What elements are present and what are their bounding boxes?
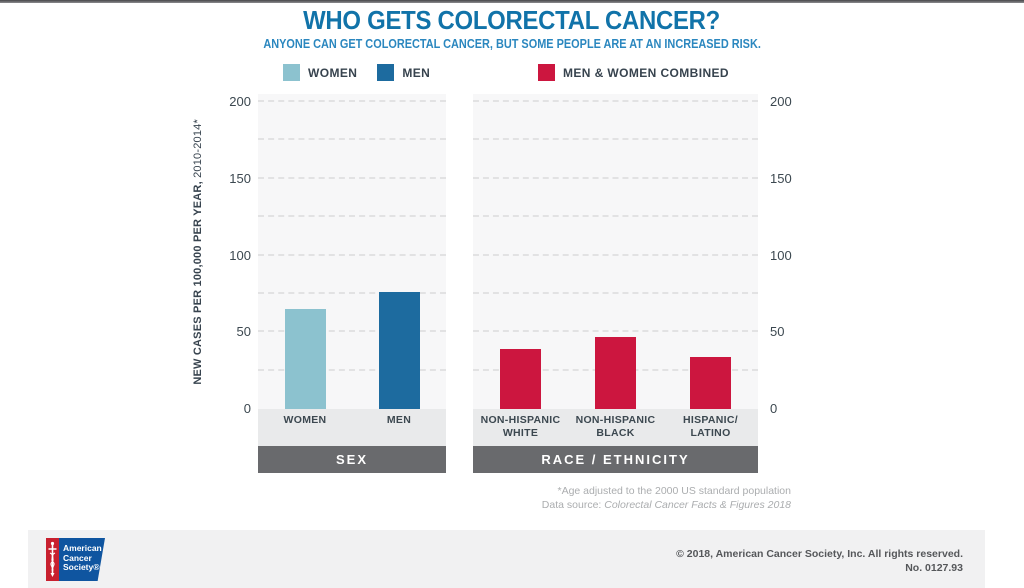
y-tick-0: 0 [243, 401, 251, 416]
panel-footer-sex: SEX [258, 446, 446, 473]
bar-non-hispanic-black [595, 336, 636, 409]
page-title-text: WHO GETS COLORECTAL CANCER? [303, 5, 721, 35]
page-title: WHO GETS COLORECTAL CANCER? [0, 5, 1024, 36]
y-axis-ticks-left: 0 50 100 150 200 [203, 94, 251, 416]
plot-area-sex [258, 94, 446, 409]
page-subtitle-text: ANYONE CAN GET COLORECTAL CANCER, BUT SO… [263, 36, 761, 51]
combined-swatch [538, 64, 555, 81]
gridline-125 [473, 215, 758, 218]
acs-logo-text-line2: Cancer [63, 552, 92, 563]
legend-label-combined: MEN & WOMEN COMBINED [563, 65, 729, 80]
gridline-75 [473, 291, 758, 294]
chart-panel-race: NON-HISPANIC WHITE NON-HISPANIC BLACK HISP… [473, 94, 758, 473]
data-source-prefix: Data source: [541, 499, 605, 511]
copyright-block: © 2018, American Cancer Society, Inc. Al… [676, 547, 963, 575]
acs-logo-red-panel [46, 538, 59, 581]
footnotes: *Age adjusted to the 2000 US standard po… [542, 484, 791, 512]
legend-combined: MEN & WOMEN COMBINED [538, 64, 729, 81]
acs-logo: American Cancer Society® [46, 538, 105, 581]
footnote-data-source: Data source: Colorectal Cancer Facts & F… [542, 498, 791, 512]
legend-item-women: WOMEN [283, 64, 357, 81]
category-label: MEN [386, 414, 412, 426]
bar-hispanic/-latino [690, 356, 731, 409]
y-tick-50: 50 [770, 324, 785, 340]
acs-logo-text-line1: American [63, 543, 102, 553]
legend-item-combined: MEN & WOMEN COMBINED [538, 64, 729, 81]
women-swatch [283, 64, 300, 81]
bottom-band: American Cancer Society® [28, 530, 985, 588]
gridline-100 [473, 253, 758, 256]
gridline-150 [258, 176, 446, 179]
chart-panel-sex: WOMEN MEN SEX [258, 94, 446, 473]
footnote-age-adjusted: *Age adjusted to the 2000 US standard po… [557, 485, 791, 497]
category-label: WOMEN [283, 414, 327, 426]
gridline-50 [258, 330, 446, 333]
acs-logo-blue-panel: American Cancer Society® [59, 538, 105, 581]
data-source-title: Colorectal Cancer Facts & Figures 2018 [604, 499, 791, 511]
category-label: NON-HISPANIC WHITE [480, 414, 561, 439]
category-label: NON-HISPANIC BLACK [575, 414, 656, 439]
category-strip-race: NON-HISPANIC WHITE NON-HISPANIC BLACK HISP… [473, 409, 758, 446]
y-tick-200: 200 [770, 94, 792, 109]
panel-footer-race: RACE / ETHNICITY [473, 446, 758, 473]
y-tick-150: 150 [229, 170, 251, 186]
gridline-125 [258, 215, 446, 218]
gridline-25 [258, 368, 446, 371]
sword-of-hope-icon [48, 541, 57, 577]
gridline-50 [473, 330, 758, 333]
y-axis-ticks-right: 0 50 100 150 200 [770, 94, 818, 416]
y-tick-100: 100 [770, 247, 792, 263]
acs-logo-text-line3: Society® [63, 562, 100, 572]
y-tick-150: 150 [770, 170, 792, 186]
legend-sex: WOMEN MEN [283, 64, 430, 81]
copyright-line: © 2018, American Cancer Society, Inc. Al… [676, 548, 963, 560]
bar-men [378, 292, 420, 409]
gridline-150 [473, 176, 758, 179]
document-number: No. 0127.93 [905, 562, 963, 574]
gridline-175 [258, 138, 446, 141]
gridline-200 [258, 100, 446, 102]
gridline-75 [258, 291, 446, 294]
legend-label-women: WOMEN [308, 65, 358, 80]
y-tick-0: 0 [770, 401, 778, 416]
bar-non-hispanic-white [500, 349, 541, 409]
y-tick-50: 50 [236, 324, 251, 340]
y-tick-200: 200 [229, 94, 251, 109]
men-swatch [377, 64, 395, 81]
category-label: HISPANIC/ LATINO [682, 414, 738, 439]
bar-women [284, 309, 326, 409]
legend-item-men: MEN [377, 64, 430, 81]
gridline-100 [258, 253, 446, 256]
category-strip-sex: WOMEN MEN [258, 409, 446, 446]
y-tick-100: 100 [229, 247, 251, 263]
gridline-175 [473, 138, 758, 141]
plot-area-race [473, 94, 758, 409]
page-subtitle: ANYONE CAN GET COLORECTAL CANCER, BUT SO… [0, 36, 1024, 51]
gridline-200 [473, 100, 758, 102]
page-top-border [0, 0, 1024, 3]
legend-label-men: MEN [402, 65, 431, 80]
